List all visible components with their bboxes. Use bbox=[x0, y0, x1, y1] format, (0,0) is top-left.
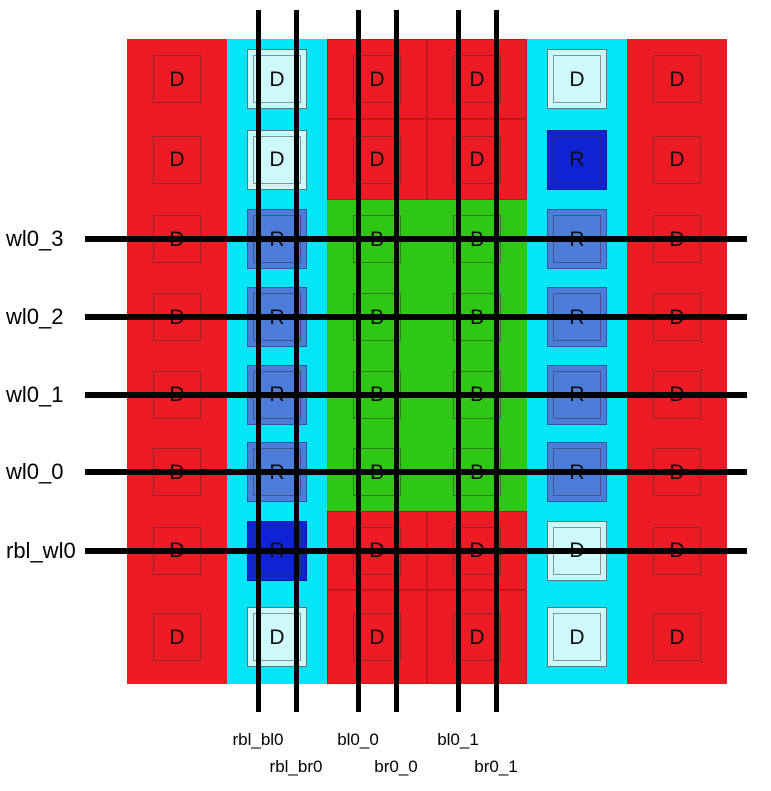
cell-outline bbox=[553, 613, 601, 661]
cell-letter: D bbox=[569, 625, 585, 649]
bitline bbox=[456, 10, 461, 712]
wordline-label: wl0_0 bbox=[6, 459, 64, 484]
bitline bbox=[294, 10, 299, 712]
dummy-cell: D bbox=[227, 119, 327, 200]
cell-letter: D bbox=[669, 67, 685, 91]
cell-letter: D bbox=[669, 148, 685, 171]
cell-outline bbox=[253, 135, 301, 184]
wordline bbox=[85, 391, 747, 398]
dummy-cell: D bbox=[627, 590, 727, 684]
replica-cell: R bbox=[527, 119, 627, 200]
dummy-cell: D bbox=[427, 119, 527, 200]
cell-letter: D bbox=[469, 625, 485, 649]
cell-outline bbox=[453, 135, 501, 184]
wordline-label: wl0_2 bbox=[6, 304, 64, 329]
dummy-cell: D bbox=[627, 39, 727, 119]
bitline-label: br0_0 bbox=[374, 757, 418, 776]
cell-letter: D bbox=[569, 67, 585, 91]
wordline-label: wl0_1 bbox=[6, 381, 64, 407]
wordline bbox=[85, 469, 747, 475]
cell-outline bbox=[353, 613, 401, 661]
wordline bbox=[85, 547, 747, 554]
dummy-cell: D bbox=[327, 119, 427, 200]
dummy-column-left bbox=[127, 39, 227, 684]
cell-letter: D bbox=[169, 625, 185, 649]
cell-outline bbox=[253, 613, 301, 661]
dummy-cell: D bbox=[627, 119, 727, 200]
cell-letter: D bbox=[169, 67, 185, 91]
wordline-label: rbl_wl0 bbox=[6, 537, 76, 563]
wordline bbox=[85, 314, 747, 320]
dummy-cell: D bbox=[227, 39, 327, 119]
cell-outline bbox=[353, 135, 401, 184]
dummy-cell: D bbox=[327, 590, 427, 684]
bitline bbox=[394, 10, 399, 712]
dummy-cell: D bbox=[327, 39, 427, 119]
bitline bbox=[256, 10, 261, 712]
cell-outline bbox=[553, 135, 601, 184]
bitline bbox=[494, 10, 499, 712]
bitline-label: bl0_1 bbox=[437, 730, 479, 749]
cell-outline bbox=[453, 613, 501, 661]
cell-outline bbox=[653, 55, 701, 103]
cell-letter: D bbox=[369, 148, 385, 171]
cell-outline bbox=[153, 55, 201, 103]
cell-patch bbox=[547, 129, 607, 190]
dummy-cell: D bbox=[127, 119, 227, 200]
cell-letter: D bbox=[269, 148, 285, 171]
cell-outline bbox=[253, 55, 301, 103]
cell-outline bbox=[553, 55, 601, 103]
cell-letter: D bbox=[169, 148, 185, 171]
bitline bbox=[356, 10, 361, 712]
cell-letter: D bbox=[269, 625, 285, 649]
cell-letter: D bbox=[369, 67, 385, 91]
cell-letter: D bbox=[469, 67, 485, 91]
cell-letter: D bbox=[369, 625, 385, 649]
dummy-cell: D bbox=[427, 39, 527, 119]
bitline-label: br0_1 bbox=[474, 757, 518, 776]
bitline-label: rbl_bl0 bbox=[232, 730, 284, 749]
dummy-cell: D bbox=[127, 39, 227, 119]
cell-outline bbox=[153, 135, 201, 184]
cell-letter: D bbox=[669, 625, 685, 649]
dummy-cell: D bbox=[427, 590, 527, 684]
bitline-label: rbl_br0 bbox=[269, 757, 323, 776]
cell-outline bbox=[653, 613, 701, 661]
dummy-cell: D bbox=[227, 590, 327, 684]
cell-patch bbox=[547, 49, 607, 109]
cell-patch bbox=[547, 607, 607, 667]
cell-outline bbox=[353, 55, 401, 103]
dummy-column-right bbox=[627, 39, 727, 684]
cell-letter: D bbox=[469, 148, 485, 171]
cell-outline bbox=[653, 135, 701, 184]
cell-letter: D bbox=[269, 67, 285, 91]
dummy-cell: D bbox=[127, 590, 227, 684]
cell-outline bbox=[453, 55, 501, 103]
wordline-label: wl0_3 bbox=[6, 226, 64, 251]
dummy-cell: D bbox=[527, 590, 627, 684]
cell-outline bbox=[153, 613, 201, 661]
cell-letter: R bbox=[569, 148, 585, 171]
dummy-cell: D bbox=[527, 39, 627, 119]
wordline bbox=[85, 236, 747, 242]
bitline-label: bl0_0 bbox=[337, 730, 379, 749]
